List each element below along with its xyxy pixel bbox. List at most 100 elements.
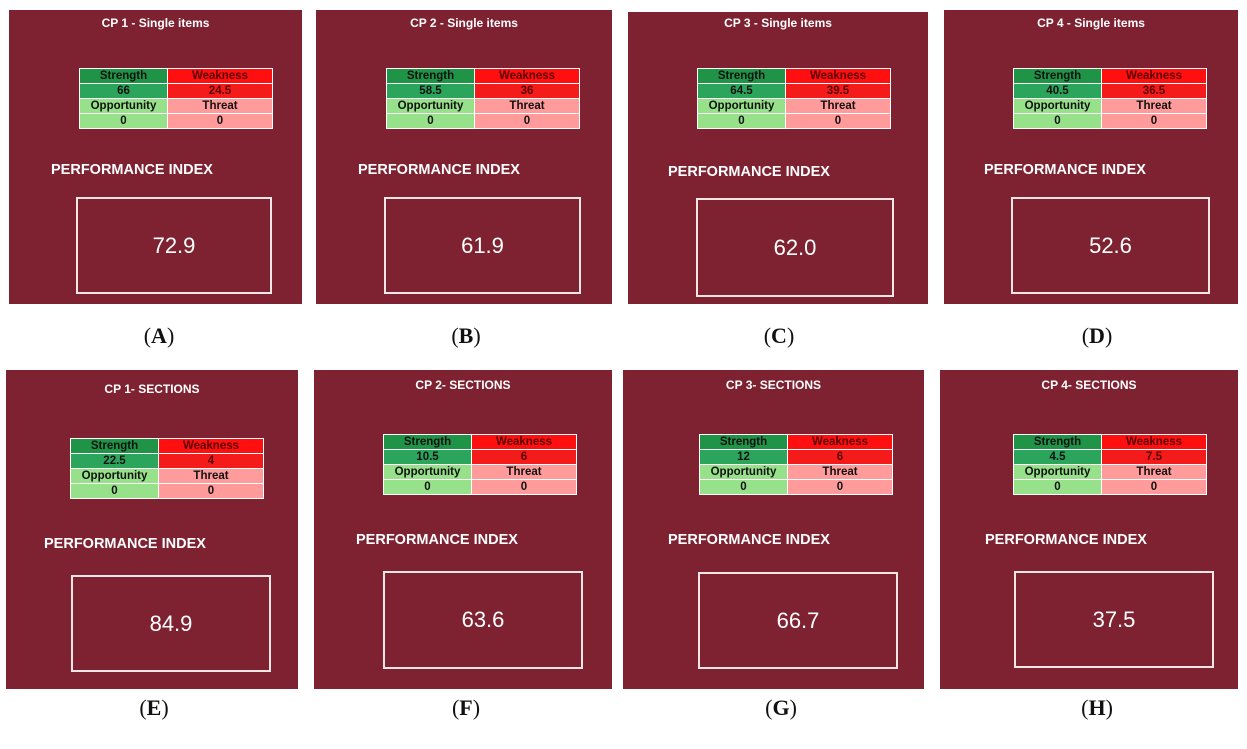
panel-title: CP 2- SECTIONS xyxy=(415,378,511,392)
weakness-value: 24.5 xyxy=(167,83,273,99)
performance-index-label: PERFORMANCE INDEX xyxy=(668,164,830,180)
weakness-value: 6 xyxy=(787,449,893,465)
swot-row: Strength Weakness xyxy=(70,438,264,454)
swot-table: Strength Weakness 12 6 Opportunity Threat 0 0 xyxy=(699,434,893,495)
weakness-header: Weakness xyxy=(167,68,273,84)
panel-title: CP 2 - Single items xyxy=(410,16,518,30)
panel-title: CP 3- SECTIONS xyxy=(725,378,822,392)
strength-header: Strength xyxy=(697,68,786,84)
performance-panel: CP 1 - Single items Strength Weakness 66 24.… xyxy=(9,10,302,304)
panel-caption: (B) xyxy=(451,323,481,348)
swot-row: 4.5 7.5 xyxy=(1013,449,1207,465)
weakness-value: 36 xyxy=(474,83,580,99)
caption-letter: B xyxy=(458,323,474,348)
swot-table: Strength Weakness 66 24.5 Opportunity Threat 0… xyxy=(79,68,273,129)
threat-header: Threat xyxy=(474,98,580,114)
performance-index-label: PERFORMANCE INDEX xyxy=(668,532,830,548)
opportunity-header: Opportunity xyxy=(386,98,475,114)
performance-panel: CP 3- SECTIONS Strength Weakness 12 6 Opportu… xyxy=(623,370,924,689)
performance-index-value: 52.6 xyxy=(1011,197,1210,294)
threat-value: 0 xyxy=(1101,113,1207,129)
swot-row: Opportunity Threat xyxy=(70,468,264,484)
panel-caption: (H) xyxy=(1081,695,1113,720)
swot-row: Strength Weakness xyxy=(79,68,273,84)
performance-index-label: PERFORMANCE INDEX xyxy=(44,536,206,552)
performance-index-label: PERFORMANCE INDEX xyxy=(356,532,518,548)
threat-header: Threat xyxy=(1101,98,1207,114)
strength-header: Strength xyxy=(70,438,159,454)
strength-header: Strength xyxy=(79,68,168,84)
caption-letter: H xyxy=(1088,695,1106,720)
performance-index-value: 37.5 xyxy=(1014,571,1214,668)
strength-value: 64.5 xyxy=(697,83,786,99)
weakness-header: Weakness xyxy=(1101,68,1207,84)
swot-row: 40.5 36.5 xyxy=(1013,83,1207,99)
threat-header: Threat xyxy=(167,98,273,114)
strength-value: 66 xyxy=(79,83,168,99)
performance-panel: CP 4 - Single items Strength Weakness 40.5 3… xyxy=(944,10,1238,304)
strength-value: 12 xyxy=(699,449,788,465)
panel-title: CP 4- SECTIONS xyxy=(1041,378,1137,392)
swot-row: Strength Weakness xyxy=(1013,434,1207,450)
opportunity-value: 0 xyxy=(386,113,475,129)
opportunity-header: Opportunity xyxy=(699,464,788,480)
opportunity-header: Opportunity xyxy=(70,468,159,484)
performance-index-label: PERFORMANCE INDEX xyxy=(51,162,213,178)
opportunity-value: 0 xyxy=(699,479,788,495)
strength-header: Strength xyxy=(386,68,475,84)
weakness-header: Weakness xyxy=(158,438,264,454)
swot-row: 64.5 39.5 xyxy=(697,83,891,99)
weakness-header: Weakness xyxy=(474,68,580,84)
threat-value: 0 xyxy=(787,479,893,495)
opportunity-value: 0 xyxy=(70,483,159,499)
swot-row: Strength Weakness xyxy=(697,68,891,84)
performance-index-value: 66.7 xyxy=(698,572,898,669)
swot-row: 66 24.5 xyxy=(79,83,273,99)
opportunity-value: 0 xyxy=(79,113,168,129)
panel-title: CP 3 - Single items xyxy=(724,16,832,30)
caption-letter: F xyxy=(459,695,473,720)
panel-caption: (C) xyxy=(763,323,795,348)
caption-letter: D xyxy=(1089,323,1105,348)
performance-panel: CP 2 - Single items Strength Weakness 58.5 3… xyxy=(316,10,612,304)
threat-value: 0 xyxy=(167,113,273,129)
performance-panel: CP 2- SECTIONS Strength Weakness 10.5 6 Oppor… xyxy=(314,370,612,689)
performance-index-label: PERFORMANCE INDEX xyxy=(984,162,1146,178)
swot-row: Strength Weakness xyxy=(386,68,580,84)
panel-title: CP 1 - Single items xyxy=(101,16,210,30)
swot-table: Strength Weakness 40.5 36.5 Opportunity Threa… xyxy=(1013,68,1207,129)
weakness-value: 4 xyxy=(158,453,264,469)
caption-letter: A xyxy=(151,323,167,348)
threat-value: 0 xyxy=(474,113,580,129)
strength-header: Strength xyxy=(699,434,788,450)
swot-row: Opportunity Threat xyxy=(1013,98,1207,114)
threat-header: Threat xyxy=(787,464,893,480)
caption-letter: C xyxy=(771,323,787,348)
swot-table: Strength Weakness 58.5 36 Opportunity Threat 0… xyxy=(386,68,580,129)
weakness-header: Weakness xyxy=(787,434,893,450)
opportunity-header: Opportunity xyxy=(697,98,786,114)
swot-row: 58.5 36 xyxy=(386,83,580,99)
strength-value: 40.5 xyxy=(1013,83,1102,99)
panel-caption: (E) xyxy=(139,695,169,720)
swot-row: Opportunity Threat xyxy=(386,98,580,114)
panel-caption: (D) xyxy=(1081,323,1113,348)
threat-header: Threat xyxy=(1101,464,1207,480)
strength-header: Strength xyxy=(1013,434,1102,450)
swot-row: Opportunity Threat xyxy=(383,464,577,480)
swot-table: Strength Weakness 64.5 39.5 Opportunity Threa… xyxy=(697,68,891,129)
swot-row: Opportunity Threat xyxy=(697,98,891,114)
threat-value: 0 xyxy=(785,113,891,129)
swot-row: 10.5 6 xyxy=(383,449,577,465)
weakness-header: Weakness xyxy=(1101,434,1207,450)
swot-row: 12 6 xyxy=(699,449,893,465)
panel-title: CP 1- SECTIONS xyxy=(104,382,200,396)
opportunity-header: Opportunity xyxy=(1013,464,1102,480)
